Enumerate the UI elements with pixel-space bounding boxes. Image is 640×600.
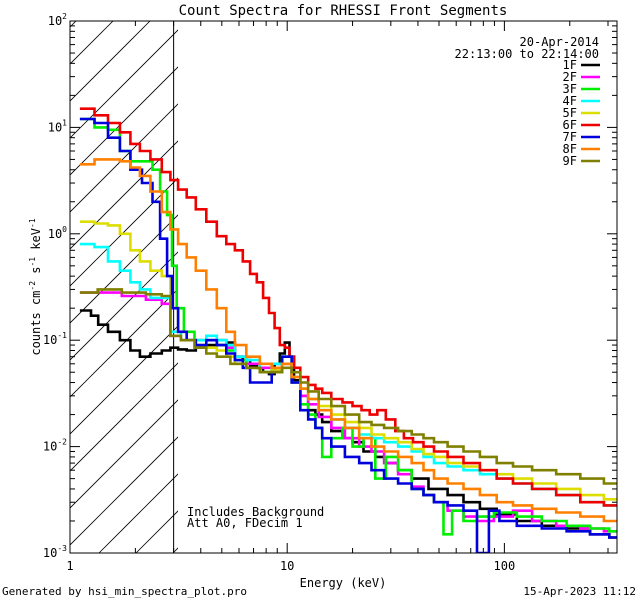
- legend-label-7F: 7F: [563, 130, 577, 144]
- y-label-s: s: [29, 267, 43, 281]
- y-label-exp-s: -1: [28, 257, 37, 267]
- hatch-line: [70, 362, 178, 472]
- legend-label-6F: 6F: [563, 118, 577, 132]
- series-line-7F: [79, 117, 617, 553]
- x-axis-label: Energy (keV): [300, 576, 387, 590]
- y-label-counts: counts cm: [29, 291, 43, 356]
- y-tick-label: 10-2: [43, 438, 67, 454]
- y-tick-label: 100: [48, 225, 67, 241]
- hatch-line: [70, 177, 178, 287]
- hatch-line: [70, 399, 178, 509]
- x-tick-label: 1: [66, 559, 73, 573]
- date-label: 20-Apr-2014: [520, 35, 599, 49]
- series-line-2F: [79, 291, 617, 533]
- y-tick-label: 102: [48, 12, 67, 28]
- hatch-line: [70, 140, 178, 250]
- hatch-line: [70, 66, 178, 176]
- legend-label-2F: 2F: [563, 70, 577, 84]
- hatch-line: [70, 29, 178, 139]
- time-range-label: 22:13:00 to 22:14:00: [455, 47, 600, 61]
- y-label-exp-kev: -1: [28, 218, 37, 228]
- axis-tick-labels: 1 10 100 10-3 10-2 10-1 100 101 102: [43, 12, 515, 573]
- series-line-4F: [79, 242, 617, 507]
- y-tick-label: 10-3: [43, 544, 67, 560]
- y-tick-label: 101: [48, 118, 67, 134]
- hatch-line: [70, 436, 178, 546]
- hatch-line: [70, 251, 178, 361]
- y-axis-label: counts cm-2 s-1 keV-1: [28, 218, 43, 355]
- footer-generated-by: Generated by hsi_min_spectra_plot.pro: [2, 585, 247, 598]
- series-lines: [79, 107, 617, 553]
- footer-timestamp: 15-Apr-2023 11:12: [523, 585, 636, 598]
- legend-label-1F: 1F: [563, 58, 577, 72]
- series-line-3F: [79, 117, 617, 536]
- legend-label-4F: 4F: [563, 94, 577, 108]
- series-line-9F: [79, 288, 617, 485]
- annotation-background: Includes Background: [187, 505, 324, 519]
- series-line-8F: [79, 158, 617, 523]
- x-tick-label: 100: [494, 559, 516, 573]
- y-label-exp-cm: -2: [28, 281, 37, 291]
- series-line-1F: [79, 309, 617, 539]
- plot-frame: [69, 20, 618, 554]
- series-line-6F: [79, 107, 617, 507]
- hatch-line: [98, 473, 178, 553]
- y-label-kev: keV: [29, 228, 43, 257]
- hatch-line: [70, 21, 114, 65]
- annotation-attenuator: Att A0, FDecim 1: [187, 516, 303, 530]
- y-tick-label: 10-1: [43, 331, 67, 347]
- hatch-line: [0, 0, 107, 553]
- legend-label-9F: 9F: [563, 154, 577, 168]
- hatch-line: [70, 21, 151, 102]
- x-tick-label: 10: [280, 559, 294, 573]
- legend-label-3F: 3F: [563, 82, 577, 96]
- chart-title: Count Spectra for RHESSI Front Segments: [179, 3, 508, 19]
- axis-ticks: [69, 20, 617, 554]
- legend-label-8F: 8F: [563, 142, 577, 156]
- legend-label-5F: 5F: [563, 106, 577, 120]
